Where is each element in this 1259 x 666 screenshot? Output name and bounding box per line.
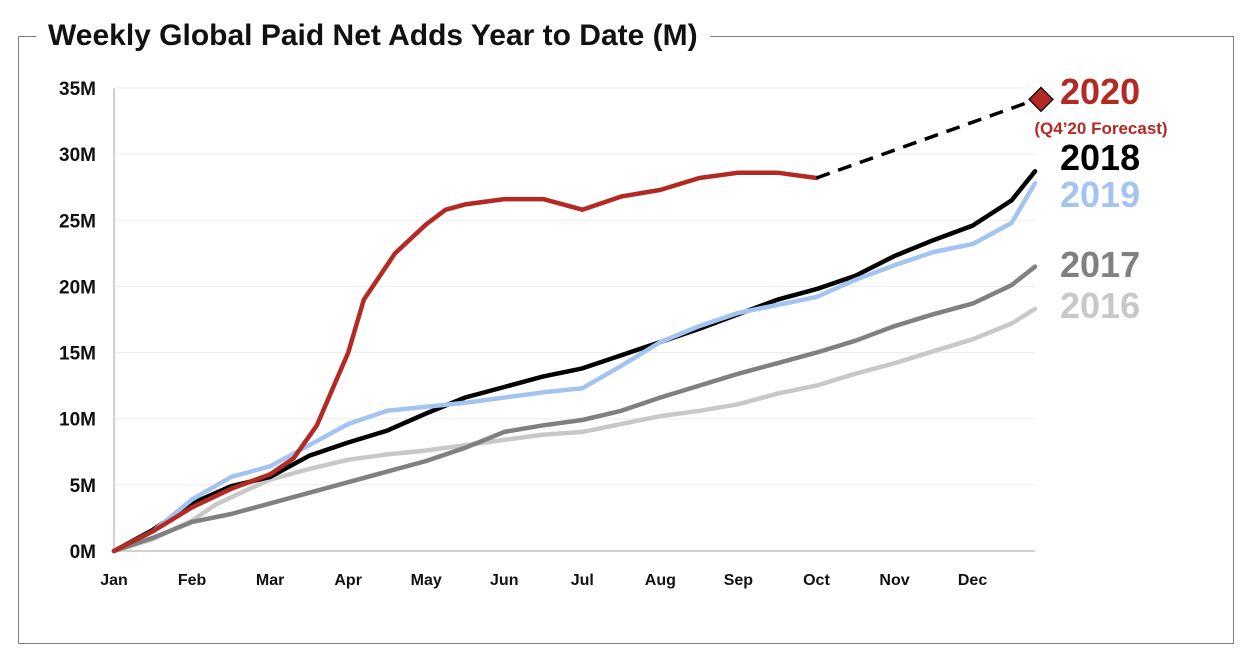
chart-title: Weekly Global Paid Net Adds Year to Date… bbox=[36, 14, 710, 58]
y-tick-label: 20M bbox=[59, 277, 96, 298]
series-lines bbox=[111, 86, 1054, 554]
y-tick-label: 5M bbox=[70, 476, 96, 497]
x-tick-label: Oct bbox=[803, 572, 830, 589]
x-tick-label: May bbox=[411, 572, 442, 589]
axes: 0M 5M 10M 15M 20M 25M 30M 35M Jan Feb Mar Apr May Jun… bbox=[59, 79, 1035, 589]
y-tick-label: 30M bbox=[59, 145, 96, 166]
y-tick-label: 0M bbox=[70, 542, 96, 563]
forecast-line bbox=[815, 98, 1036, 180]
x-tick-label: Feb bbox=[178, 572, 207, 589]
x-tick-label: Sep bbox=[724, 572, 754, 589]
y-tick-label: 15M bbox=[59, 344, 96, 365]
series-line-2020 bbox=[111, 170, 819, 554]
series-label-2016: 2016 bbox=[1060, 285, 1140, 326]
gridlines bbox=[114, 87, 1035, 486]
x-tick-label: Aug bbox=[645, 572, 676, 589]
y-tick-label: 35M bbox=[59, 79, 96, 100]
series-line-2016 bbox=[111, 306, 1038, 554]
y-tick-label: 10M bbox=[59, 410, 96, 431]
x-tick-label: Jun bbox=[490, 572, 518, 589]
x-tick-label: Mar bbox=[256, 572, 284, 589]
x-tick-label: Nov bbox=[879, 572, 909, 589]
series-label-2020: 2020 bbox=[1060, 71, 1140, 112]
series-line-2019 bbox=[111, 180, 1038, 554]
series-label-2019: 2019 bbox=[1060, 174, 1140, 215]
series-label-2017: 2017 bbox=[1060, 244, 1140, 285]
x-tick-label: Dec bbox=[958, 572, 987, 589]
x-tick-label: Jan bbox=[100, 572, 128, 589]
series-label-2018: 2018 bbox=[1060, 137, 1140, 178]
forecast-sublabel: (Q4’20 Forecast) bbox=[1034, 119, 1167, 138]
x-tick-label: Jul bbox=[571, 572, 594, 589]
forecast-marker bbox=[1028, 86, 1054, 113]
series-line-2017 bbox=[111, 264, 1038, 554]
y-tick-label: 25M bbox=[59, 211, 96, 232]
x-tick-label: Apr bbox=[334, 572, 362, 589]
series-line-2018 bbox=[111, 169, 1038, 554]
